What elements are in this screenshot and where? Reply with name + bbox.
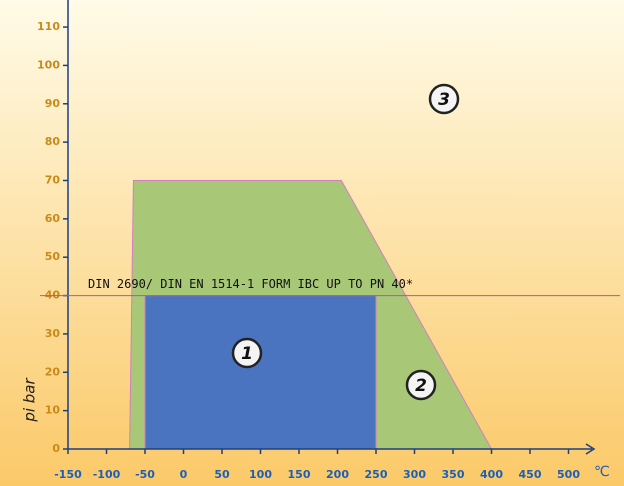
annotation-label: 2 xyxy=(415,376,427,396)
x-tick-label: 400 xyxy=(480,468,503,481)
x-tick-label: 200 xyxy=(326,468,349,481)
y-tick-label: 110 xyxy=(37,20,60,33)
x-tick-label: 0 xyxy=(180,468,188,481)
y-tick-label: 70 xyxy=(45,173,61,186)
y-axis-label: pi bar xyxy=(21,378,39,423)
x-axis-arrow xyxy=(585,443,596,455)
x-tick-label: 150 xyxy=(288,468,311,481)
annotation-circle xyxy=(405,369,437,401)
x-tick-label: -150 xyxy=(54,468,82,481)
region xyxy=(144,295,377,450)
x-unit: ℃ xyxy=(594,464,610,480)
x-tick-label: 300 xyxy=(403,468,426,481)
y-tick-label: 20 xyxy=(45,365,61,378)
y-tick-label: 80 xyxy=(45,135,61,148)
y-tick-label: 10 xyxy=(45,404,61,417)
y-tick-label: 60 xyxy=(45,212,61,225)
y-tick-label: 90 xyxy=(45,97,61,110)
x-tick-label: 100 xyxy=(249,468,272,481)
annotation-label: 3 xyxy=(438,90,450,110)
x-tick-label: 500 xyxy=(557,468,580,481)
reference-label: DIN 2690/ DIN EN 1514-1 FORM IBC UP TO P… xyxy=(88,277,413,291)
y-tick-label: 0 xyxy=(52,442,60,455)
x-tick-label: 50 xyxy=(214,468,230,481)
x-tick-label: -100 xyxy=(93,468,121,481)
x-tick-label: 250 xyxy=(365,468,388,481)
x-tick-label: -50 xyxy=(135,468,155,481)
x-tick-label: 450 xyxy=(519,468,542,481)
annotation-circle xyxy=(231,337,263,369)
y-tick-label: 30 xyxy=(45,327,61,340)
x-tick-label: 350 xyxy=(442,468,465,481)
annotation-label: 1 xyxy=(241,344,253,364)
y-tick-label: 50 xyxy=(45,250,61,263)
annotation-circle xyxy=(428,83,460,115)
y-tick-label: 100 xyxy=(37,58,60,71)
